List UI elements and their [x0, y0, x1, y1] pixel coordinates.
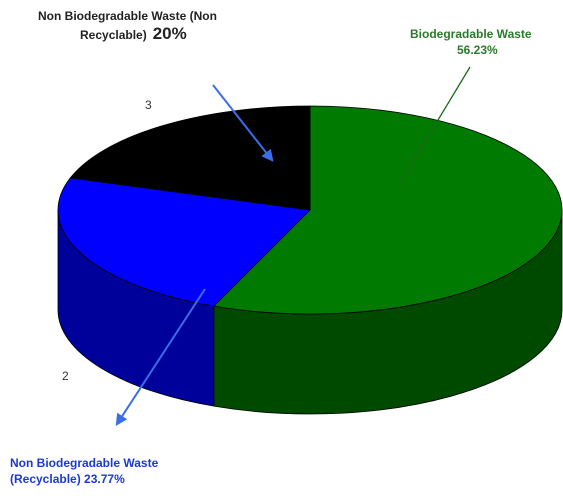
- label-biodegradable-line1: Biodegradable Waste: [410, 27, 532, 41]
- label-biodegradable: Biodegradable Waste 56.23%: [410, 26, 532, 58]
- leader-line-black: [212, 84, 274, 162]
- label-recyclable: Non Biodegradable Waste (Recyclable) 23.…: [10, 455, 190, 487]
- pie-tops: [57, 105, 563, 315]
- leader-line-green: [399, 66, 471, 184]
- slice-index-3: 3: [145, 98, 152, 112]
- pie-slice-recyclable: [57, 177, 311, 307]
- label-recyclable-text: Non Biodegradable Waste (Recyclable) 23.…: [10, 456, 159, 486]
- label-non-recyclable-pct: 20%: [152, 24, 187, 43]
- label-biodegradable-pct: 56.23%: [457, 43, 498, 57]
- slice-index-2: 2: [62, 369, 69, 383]
- pie-slice-biodegradable: [213, 105, 563, 315]
- label-non-recyclable: Non Biodegradable Waste (Non Recyclable)…: [38, 8, 217, 43]
- leader-line-blue: [115, 288, 206, 427]
- leader-lines: [115, 66, 471, 427]
- label-non-recyclable-line1: Non Biodegradable Waste (Non: [38, 9, 217, 23]
- label-non-recyclable-line2: Recyclable): [80, 28, 147, 42]
